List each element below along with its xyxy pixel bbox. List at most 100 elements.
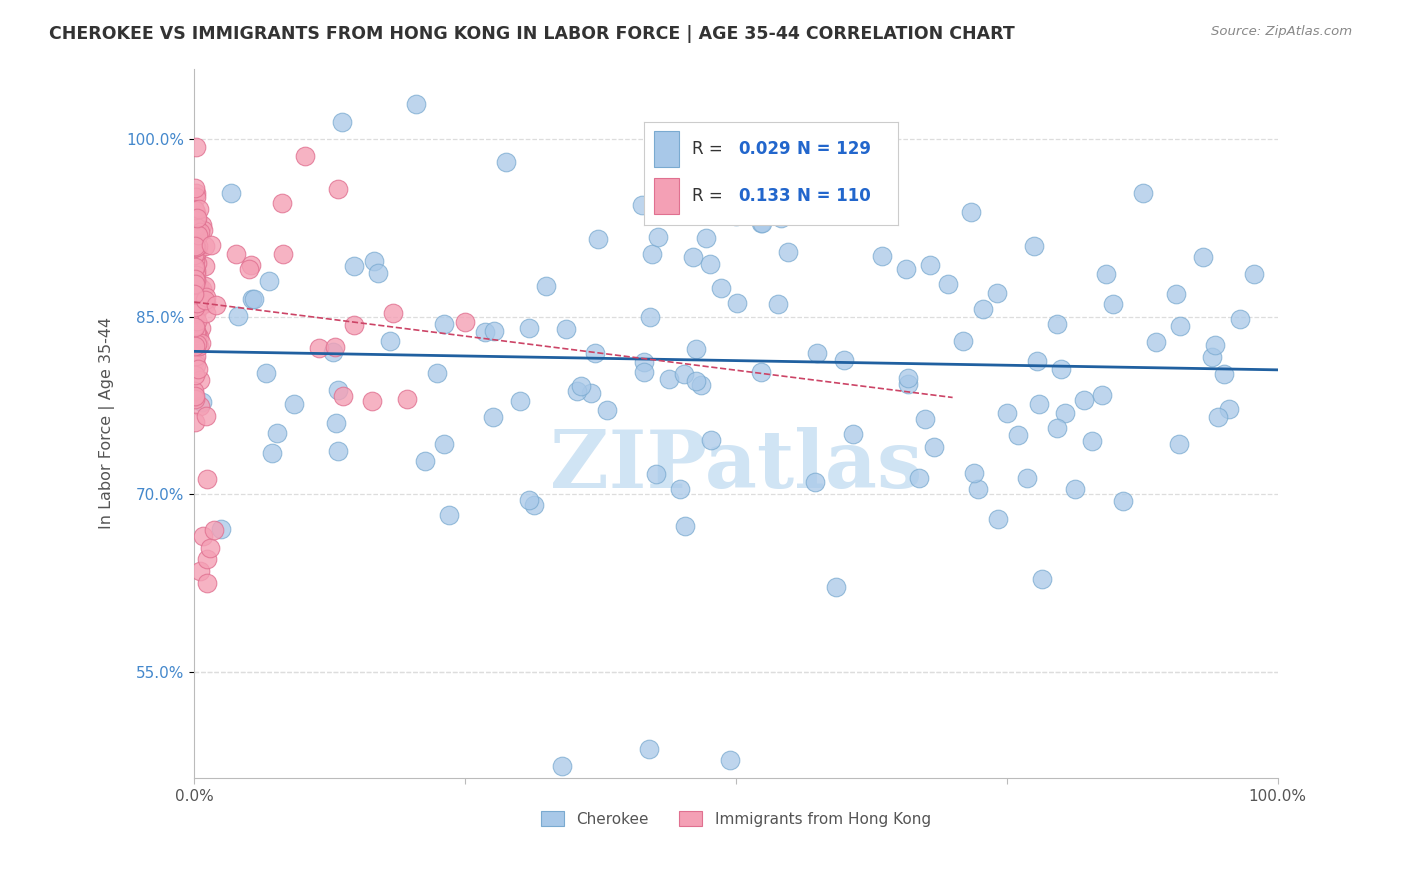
Point [778,245,800,260]
Point [184,415,207,429]
Point [184,339,207,353]
Point [187,279,209,293]
Point [271,247,294,261]
Point [914,411,936,425]
Point [266,425,288,440]
Point [658,372,681,386]
Point [188,225,211,239]
Point [1026,354,1049,368]
Point [193,223,215,237]
Point [1031,572,1053,586]
Point [395,392,418,406]
Point [183,261,205,276]
Point [803,475,825,490]
Point [323,340,346,354]
Point [630,198,652,212]
Point [187,243,209,257]
Point [183,202,205,216]
Point [195,552,218,566]
Point [183,390,205,404]
Point [187,238,209,252]
Point [190,296,212,310]
Point [183,241,205,255]
Point [495,154,517,169]
Point [240,292,263,306]
Point [474,325,496,339]
Point [938,277,960,291]
Point [191,529,214,543]
Point [184,358,207,372]
Point [709,281,731,295]
Point [191,394,214,409]
Point [433,437,456,451]
Point [749,184,772,198]
Point [647,229,669,244]
Y-axis label: In Labor Force | Age 35-44: In Labor Force | Age 35-44 [100,318,115,530]
Point [183,277,205,291]
Point [188,279,211,293]
Point [962,466,984,480]
Point [184,334,207,348]
Point [187,228,209,243]
Point [987,511,1010,525]
Point [725,296,748,310]
Point [183,320,205,334]
Point [952,334,974,349]
Point [270,196,292,211]
Point [1028,397,1050,411]
Point [240,258,263,272]
Point [426,367,449,381]
Point [186,255,208,269]
Point [509,393,531,408]
Point [633,364,655,378]
Point [1007,427,1029,442]
Point [254,366,277,380]
Point [183,305,205,319]
Point [200,238,222,252]
Point [184,213,207,227]
Point [673,367,696,381]
Point [187,282,209,296]
Point [262,446,284,460]
Point [381,306,404,320]
Point [243,292,266,306]
Point [685,342,707,356]
Point [766,297,789,311]
Point [517,493,540,508]
Point [579,385,602,400]
Point [897,371,920,385]
Point [184,389,207,403]
Point [343,318,366,332]
Point [454,315,477,329]
Point [841,426,863,441]
Point [195,409,218,424]
Point [1168,319,1191,334]
Point [405,97,427,112]
Point [806,346,828,360]
Point [908,470,931,484]
Point [186,293,208,308]
Point [184,304,207,318]
Point [749,216,772,230]
Text: ZIPatlas: ZIPatlas [550,427,922,505]
Point [433,317,456,331]
Legend: Cherokee, Immigrants from Hong Kong: Cherokee, Immigrants from Hong Kong [533,803,938,834]
Point [200,541,222,555]
Point [834,191,856,205]
Point [995,406,1018,420]
Point [194,279,217,293]
Point [184,319,207,334]
Point [184,273,207,287]
Point [1095,267,1118,281]
Point [188,373,211,387]
Point [361,393,384,408]
Point [186,307,208,321]
Point [183,248,205,262]
Point [184,181,207,195]
Point [183,246,205,260]
Point [184,140,207,154]
Point [1063,482,1085,496]
Point [183,384,205,398]
Point [184,276,207,290]
Point [922,440,945,454]
